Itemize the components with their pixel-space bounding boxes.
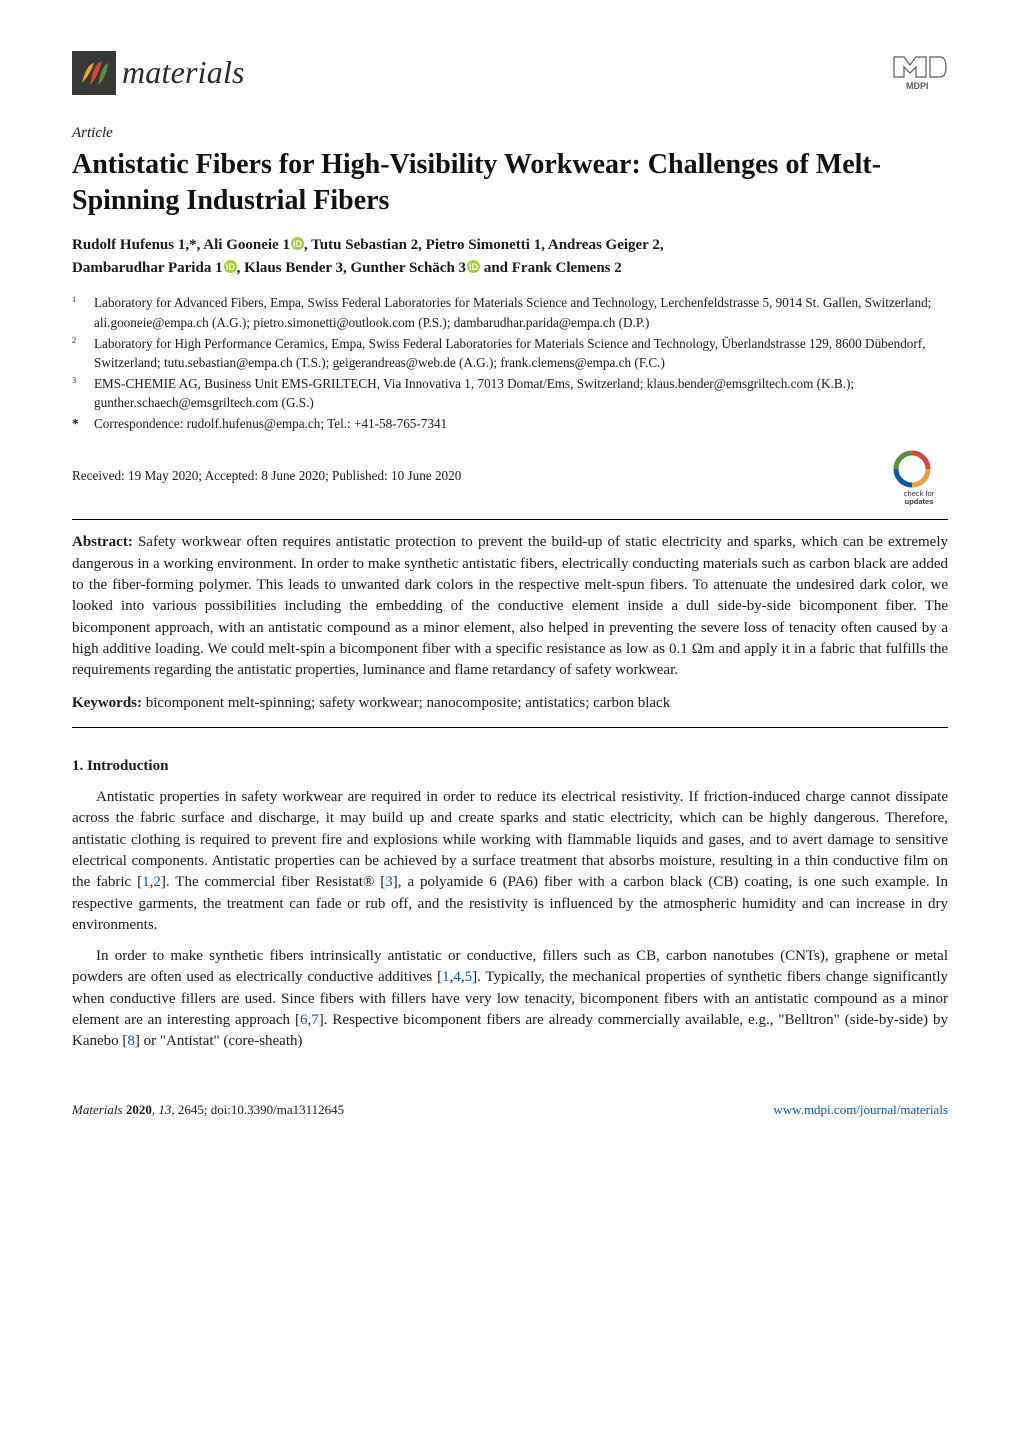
orcid-icon: iD bbox=[467, 260, 480, 273]
citation-link[interactable]: 3 bbox=[385, 874, 393, 890]
authors-line: Rudolf Hufenus 1,*, Ali Gooneie 1iD, Tut… bbox=[72, 234, 948, 279]
citation-link[interactable]: 5 bbox=[465, 969, 473, 985]
citation-link[interactable]: 8 bbox=[127, 1033, 135, 1049]
affiliation-text: Laboratory for Advanced Fibers, Empa, Sw… bbox=[94, 293, 948, 331]
mdpi-text: MDPI bbox=[906, 81, 929, 91]
mdpi-logo-icon: MDPI bbox=[890, 53, 948, 93]
correspondence-text: Correspondence: rudolf.hufenus@empa.ch; … bbox=[94, 414, 948, 433]
authors-segment: , Tutu Sebastian 2, Pietro Simonetti 1, … bbox=[304, 237, 664, 253]
citation-link[interactable]: 4 bbox=[453, 969, 461, 985]
orcid-icon: iD bbox=[224, 260, 237, 273]
affiliation-number: 3 bbox=[72, 374, 94, 412]
section-heading-introduction: 1. Introduction bbox=[72, 756, 948, 777]
svg-text:iD: iD bbox=[226, 262, 236, 272]
affiliation-row: 2 Laboratory for High Performance Cerami… bbox=[72, 334, 948, 372]
body-paragraph: Antistatic properties in safety workwear… bbox=[72, 787, 948, 936]
article-type-label: Article bbox=[72, 123, 948, 144]
keywords-text: bicomponent melt-spinning; safety workwe… bbox=[142, 695, 670, 711]
journal-name: materials bbox=[122, 50, 245, 95]
abstract-paragraph: Abstract: Safety workwear often requires… bbox=[72, 532, 948, 681]
authors-segment: Dambarudhar Parida 1 bbox=[72, 260, 223, 276]
authors-segment: Rudolf Hufenus 1,*, Ali Gooneie 1 bbox=[72, 237, 290, 253]
abstract-block: Abstract: Safety workwear often requires… bbox=[72, 519, 948, 727]
footer-journal-link[interactable]: www.mdpi.com/journal/materials bbox=[773, 1101, 948, 1119]
authors-segment: and Frank Clemens 2 bbox=[480, 260, 622, 276]
abstract-label: Abstract: bbox=[72, 534, 133, 550]
affiliation-number: 2 bbox=[72, 334, 94, 372]
citation-link[interactable]: 1 bbox=[442, 969, 450, 985]
citation-link[interactable]: 1 bbox=[142, 874, 150, 890]
citation-link[interactable]: 2 bbox=[153, 874, 161, 890]
correspondence-row: * Correspondence: rudolf.hufenus@empa.ch… bbox=[72, 414, 948, 433]
affiliation-number: 1 bbox=[72, 293, 94, 331]
body-paragraph: In order to make synthetic fibers intrin… bbox=[72, 946, 948, 1052]
received-dates: Received: 19 May 2020; Accepted: 8 June … bbox=[72, 467, 461, 486]
affiliation-text: Laboratory for High Performance Ceramics… bbox=[94, 334, 948, 372]
orcid-icon: iD bbox=[291, 237, 304, 250]
materials-leaf-icon bbox=[76, 55, 112, 91]
mdpi-logo: MDPI bbox=[890, 53, 948, 93]
check-updates-badge[interactable]: check for updates bbox=[890, 447, 948, 505]
affiliation-text: EMS-CHEMIE AG, Business Unit EMS-GRILTEC… bbox=[94, 374, 948, 412]
correspondence-star: * bbox=[72, 414, 94, 433]
citation-link[interactable]: 7 bbox=[311, 1012, 319, 1028]
journal-logo-block: materials bbox=[72, 50, 245, 95]
affiliations-block: 1 Laboratory for Advanced Fibers, Empa, … bbox=[72, 293, 948, 433]
keywords-label: Keywords: bbox=[72, 695, 142, 711]
page-header: materials MDPI bbox=[72, 50, 948, 95]
page-footer: Materials 2020, 13, 2645; doi:10.3390/ma… bbox=[72, 1101, 948, 1119]
authors-segment: , Klaus Bender 3, Gunther Schäch 3 bbox=[237, 260, 466, 276]
affiliation-row: 1 Laboratory for Advanced Fibers, Empa, … bbox=[72, 293, 948, 331]
svg-text:iD: iD bbox=[293, 239, 303, 249]
keywords-paragraph: Keywords: bicomponent melt-spinning; saf… bbox=[72, 693, 948, 714]
svg-text:iD: iD bbox=[469, 262, 479, 272]
dates-row: Received: 19 May 2020; Accepted: 8 June … bbox=[72, 447, 948, 505]
abstract-text: Safety workwear often requires antistati… bbox=[72, 534, 948, 678]
article-title: Antistatic Fibers for High-Visibility Wo… bbox=[72, 147, 948, 219]
svg-text:updates: updates bbox=[905, 497, 934, 505]
journal-logo-icon bbox=[72, 51, 116, 95]
affiliation-row: 3 EMS-CHEMIE AG, Business Unit EMS-GRILT… bbox=[72, 374, 948, 412]
footer-left: Materials 2020, 13, 2645; doi:10.3390/ma… bbox=[72, 1101, 344, 1119]
